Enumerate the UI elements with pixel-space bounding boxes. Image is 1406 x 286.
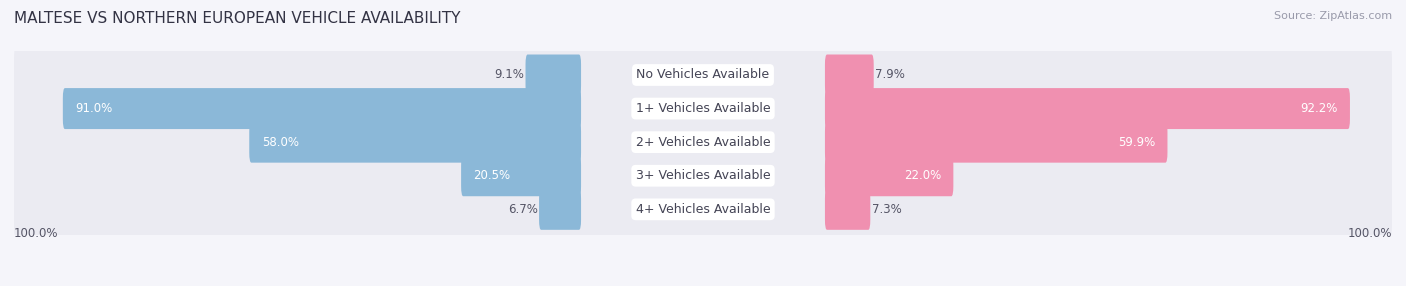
FancyBboxPatch shape <box>14 110 1392 174</box>
Text: 100.0%: 100.0% <box>14 227 59 240</box>
Text: 1+ Vehicles Available: 1+ Vehicles Available <box>636 102 770 115</box>
Text: 9.1%: 9.1% <box>495 68 524 82</box>
FancyBboxPatch shape <box>63 88 581 129</box>
Text: MALTESE VS NORTHERN EUROPEAN VEHICLE AVAILABILITY: MALTESE VS NORTHERN EUROPEAN VEHICLE AVA… <box>14 11 461 26</box>
Text: 4+ Vehicles Available: 4+ Vehicles Available <box>636 203 770 216</box>
Text: 7.3%: 7.3% <box>872 203 901 216</box>
Text: 58.0%: 58.0% <box>262 136 298 149</box>
FancyBboxPatch shape <box>825 122 1167 163</box>
Text: 2+ Vehicles Available: 2+ Vehicles Available <box>636 136 770 149</box>
FancyBboxPatch shape <box>461 155 581 196</box>
FancyBboxPatch shape <box>825 55 873 96</box>
FancyBboxPatch shape <box>14 144 1392 208</box>
Text: 7.9%: 7.9% <box>875 68 905 82</box>
FancyBboxPatch shape <box>538 189 581 230</box>
Text: 100.0%: 100.0% <box>1347 227 1392 240</box>
Text: 3+ Vehicles Available: 3+ Vehicles Available <box>636 169 770 182</box>
FancyBboxPatch shape <box>14 43 1392 107</box>
Text: 6.7%: 6.7% <box>508 203 537 216</box>
Text: 91.0%: 91.0% <box>76 102 112 115</box>
FancyBboxPatch shape <box>825 88 1350 129</box>
Text: 20.5%: 20.5% <box>474 169 510 182</box>
FancyBboxPatch shape <box>249 122 581 163</box>
FancyBboxPatch shape <box>825 155 953 196</box>
Text: 22.0%: 22.0% <box>904 169 941 182</box>
FancyBboxPatch shape <box>526 55 581 96</box>
Text: 92.2%: 92.2% <box>1301 102 1337 115</box>
FancyBboxPatch shape <box>14 177 1392 242</box>
FancyBboxPatch shape <box>825 189 870 230</box>
Text: Source: ZipAtlas.com: Source: ZipAtlas.com <box>1274 11 1392 21</box>
FancyBboxPatch shape <box>14 76 1392 141</box>
Text: No Vehicles Available: No Vehicles Available <box>637 68 769 82</box>
Text: 59.9%: 59.9% <box>1118 136 1156 149</box>
